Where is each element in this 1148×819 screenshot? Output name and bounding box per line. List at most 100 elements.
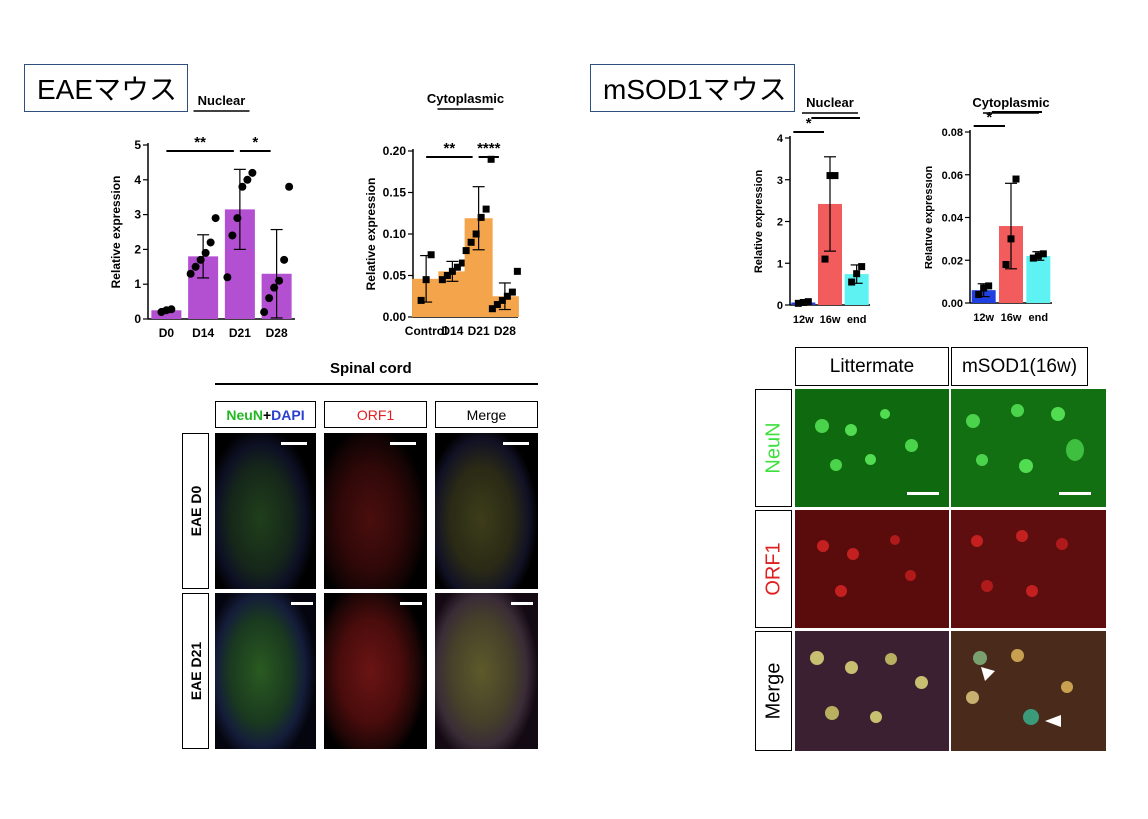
- y-tick-label: 0.00: [383, 310, 407, 324]
- data-point: [248, 168, 257, 177]
- data-point: [513, 267, 521, 275]
- col-header-orf1: ORF1: [324, 401, 427, 428]
- data-point: [858, 263, 866, 271]
- y-tick-label: 0: [134, 312, 141, 326]
- y-axis-label: Relative expression: [109, 176, 123, 289]
- significance-label: *: [806, 115, 812, 132]
- significance-label: *: [986, 109, 992, 126]
- x-tick-label: D21: [229, 326, 251, 340]
- data-point: [831, 172, 839, 180]
- data-point: [462, 247, 470, 255]
- chart-title: Nuclear: [198, 93, 246, 108]
- data-point: [804, 298, 812, 306]
- spinal-d0-merge-image: [435, 433, 538, 589]
- y-axis-label: Relative expression: [925, 166, 935, 270]
- data-point: [508, 288, 516, 296]
- eae-cytoplasmic-chart: Cytoplasmic 0.00 0.05 0.10 0.15 0.20 Relative …: [364, 91, 521, 338]
- data-point: [799, 298, 807, 306]
- data-point: [1007, 235, 1015, 243]
- chart-title: Nuclear: [806, 95, 854, 110]
- msod1-neun-image: [951, 389, 1106, 507]
- y-tick-label: 0.06: [942, 170, 963, 182]
- x-tick-label: Control: [405, 324, 448, 338]
- data-point: [503, 292, 511, 300]
- y-tick-label: 1: [134, 277, 141, 291]
- row-label-orf1: ORF1: [755, 510, 792, 628]
- data-point: [443, 272, 451, 279]
- col-header-msod1-16w: mSOD1(16w): [951, 347, 1088, 386]
- msod1-orf1-image: [951, 510, 1106, 628]
- y-tick-label: 0.04: [942, 213, 964, 225]
- bar: [1026, 255, 1051, 303]
- data-point: [848, 278, 856, 286]
- spinal-d0-orf1-image: [324, 433, 427, 589]
- data-point: [417, 296, 425, 304]
- neun-label: NeuN: [226, 406, 263, 423]
- data-point: [488, 305, 496, 313]
- y-tick-label: 5: [134, 138, 141, 152]
- data-point: [794, 299, 802, 307]
- data-point: [422, 276, 430, 284]
- littermate-merge-image: [795, 631, 949, 751]
- data-point: [206, 238, 215, 247]
- y-tick-label: 4: [777, 133, 784, 145]
- spinal-d21-neun-dapi-image: [215, 593, 316, 749]
- dapi-label: DAPI: [271, 406, 305, 423]
- data-point: [167, 305, 176, 314]
- data-point: [233, 214, 242, 223]
- littermate-orf1-image: [795, 510, 949, 628]
- data-point: [196, 255, 205, 264]
- spinal-cord-title: Spinal cord: [330, 360, 412, 377]
- littermate-neun-image: [795, 389, 949, 507]
- y-tick-label: 3: [134, 208, 141, 222]
- data-point: [191, 262, 200, 271]
- spinal-cord-rule: [215, 383, 538, 385]
- row-label-eae-d0: EAE D0: [182, 433, 209, 589]
- x-tick-label: D0: [159, 326, 175, 340]
- data-point: [1002, 261, 1010, 269]
- col-header-merge: Merge: [435, 401, 538, 428]
- data-point: [275, 276, 284, 285]
- plus-sign: +: [262, 406, 272, 423]
- x-tick-label: end: [1029, 312, 1049, 324]
- x-tick-label: D28: [494, 324, 516, 338]
- x-tick-label: D14: [441, 324, 463, 338]
- x-tick-label: D21: [468, 324, 490, 338]
- y-tick-label: 2: [134, 242, 141, 256]
- spinal-d21-orf1-image: [324, 593, 427, 749]
- y-tick-label: 1: [777, 258, 783, 270]
- data-point: [427, 251, 435, 259]
- data-point: [821, 255, 829, 263]
- data-point: [223, 273, 232, 282]
- data-point: [1039, 250, 1047, 258]
- data-point: [1029, 254, 1037, 262]
- y-tick-label: 2: [777, 217, 783, 229]
- significance-label: *: [252, 134, 258, 151]
- msod1-panel-title: mSOD1マウス: [590, 64, 795, 112]
- data-point: [487, 155, 495, 163]
- y-tick-label: 4: [134, 173, 141, 187]
- significance-label: **: [444, 140, 456, 157]
- y-axis-label: Relative expression: [753, 170, 765, 274]
- data-point: [975, 290, 983, 298]
- data-point: [482, 205, 490, 213]
- data-point: [498, 296, 506, 304]
- data-point: [467, 238, 475, 246]
- data-point: [980, 284, 988, 292]
- data-point: [238, 182, 247, 191]
- x-tick-label: D14: [192, 326, 214, 340]
- x-tick-label: end: [847, 314, 867, 326]
- data-point: [493, 301, 501, 309]
- data-point: [270, 283, 279, 292]
- bar: [151, 310, 182, 319]
- y-tick-label: 0.02: [942, 255, 963, 267]
- data-point: [1012, 175, 1020, 183]
- y-tick-label: 0.20: [383, 144, 407, 158]
- y-tick-label: 0.10: [383, 227, 407, 241]
- orf1-label: ORF1: [356, 406, 395, 423]
- merge-label: Merge: [466, 406, 507, 423]
- significance-label: ****: [477, 140, 501, 157]
- chart-title: Cytoplasmic: [427, 91, 504, 106]
- data-point: [280, 255, 289, 264]
- data-point: [472, 230, 480, 238]
